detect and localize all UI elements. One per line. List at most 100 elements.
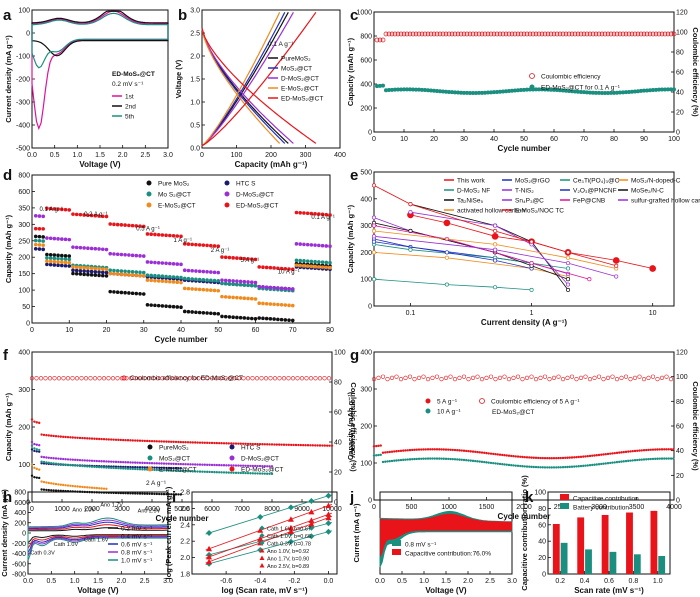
cap-point-c	[621, 90, 625, 95]
cap-point-f	[122, 467, 125, 470]
ce-point-c	[554, 31, 560, 37]
y-tick-label-g: 300	[360, 387, 372, 394]
ce-point-f	[326, 376, 332, 381]
rate-point-d	[171, 262, 176, 266]
compare-line-e	[373, 235, 617, 277]
y-tick-label-d: 50	[22, 304, 30, 311]
cap-point-f	[186, 470, 190, 473]
rate-point-d	[194, 269, 198, 273]
x-tick-label-d: 0	[30, 327, 34, 334]
ce-point-f	[124, 376, 129, 381]
cap-point-g	[642, 449, 646, 452]
cap-point-g	[449, 457, 452, 461]
cap-point-f	[174, 469, 178, 472]
compare-point-e	[371, 250, 377, 255]
cap-point-f	[138, 466, 142, 469]
y-tick-label-e: 500	[360, 170, 372, 177]
ce-point-c	[410, 31, 416, 37]
cap-point-f	[258, 464, 262, 468]
rate-point-d	[153, 232, 157, 237]
cap-point-f	[33, 475, 36, 479]
rate-point-d	[71, 245, 75, 249]
compare-point-e	[444, 250, 449, 255]
cap-point-f	[201, 470, 204, 473]
rate-point-d	[246, 283, 250, 288]
cap-point-f	[179, 462, 182, 466]
cap-point-g	[444, 448, 448, 451]
cap-point-f	[263, 472, 266, 475]
cap-point-g	[462, 458, 466, 462]
rate-point-d	[52, 207, 57, 211]
y-axis-label-c: Capacity (mAh g⁻¹)	[346, 37, 355, 106]
cap-point-c	[399, 87, 403, 92]
cap-point-f	[170, 440, 173, 443]
cap-point-g	[651, 448, 655, 451]
rate-point-d	[238, 282, 243, 287]
cap-point-f	[170, 469, 173, 472]
cap-point-f	[33, 447, 36, 450]
cap-point-f	[81, 485, 84, 489]
legend-f-1: HTC S	[241, 445, 261, 452]
cv-curve-2	[31, 12, 169, 69]
rate-point-d	[313, 264, 317, 269]
y-axis-label-a: Current density (mA g⁻¹)	[4, 35, 13, 123]
cap-point-g	[575, 465, 578, 468]
x-axis-label-j: Voltage (V)	[425, 586, 467, 595]
cap-point-c	[573, 89, 577, 94]
legend-e-4: D-MoS₂ NF	[457, 188, 490, 195]
cap-point-g	[402, 449, 405, 452]
annotation-b: 0.1 A g⁻¹	[268, 41, 294, 48]
cap-point-f	[328, 444, 331, 447]
cap-point-g	[429, 457, 432, 460]
cap-point-g	[570, 456, 574, 459]
x-tick-label-c: 20	[430, 136, 438, 143]
cap-point-f	[244, 464, 247, 467]
ce-point-g	[412, 377, 417, 382]
ce-point-g	[551, 375, 557, 381]
rate-point-d	[287, 267, 291, 271]
ce-point-c	[461, 31, 467, 37]
cap-point-f	[251, 472, 254, 475]
cap-point-f	[117, 467, 120, 470]
cap-point-c	[648, 88, 652, 93]
ce-point-c	[539, 31, 545, 37]
ce-point-c	[503, 31, 509, 37]
rate-point-d	[209, 288, 213, 293]
cap-point-g	[438, 457, 441, 460]
y-tick-label-b: 1.5	[190, 77, 200, 84]
charge-curve-4	[201, 11, 317, 147]
cap-point-f	[201, 463, 204, 466]
ce-point-c	[659, 31, 665, 37]
rate-point-d	[86, 213, 90, 218]
ce-point-c	[605, 31, 611, 37]
legend-e-7: MoSe₂/N-C	[631, 188, 664, 195]
ce-point-c	[542, 31, 548, 37]
x-tick-label-j: 0.0	[375, 578, 385, 585]
x-tick-label-c: 90	[640, 136, 648, 143]
ce-point-g	[497, 375, 503, 381]
cap-point-f	[256, 442, 259, 446]
cap-point-f	[30, 474, 34, 477]
cap-point-f	[100, 460, 103, 463]
cap-point-g	[552, 466, 556, 469]
legend-f-0-swatch	[147, 444, 153, 450]
data-point-i	[308, 498, 315, 505]
rate-point-d	[115, 272, 120, 276]
rate-point-d	[276, 317, 280, 322]
cap-point-g	[595, 454, 598, 457]
cap-point-f	[155, 466, 158, 469]
y-tick-label-c: 1000	[356, 10, 372, 17]
y-tick-label-h: -800	[12, 572, 26, 579]
compare-point-e	[587, 277, 592, 282]
rate-point-d	[41, 239, 45, 243]
cap-point-f	[66, 463, 70, 467]
cap-point-f	[35, 421, 38, 424]
ce-point-f	[119, 376, 125, 381]
legend-g-2-swatch	[479, 398, 485, 404]
rate-point-d	[97, 247, 101, 251]
cap-point-f	[33, 449, 36, 453]
cap-point-f	[179, 440, 182, 444]
legend-b-3: E-MoS₂@CT	[281, 86, 319, 93]
rate-point-d	[201, 277, 206, 282]
cap-point-g	[442, 457, 445, 460]
